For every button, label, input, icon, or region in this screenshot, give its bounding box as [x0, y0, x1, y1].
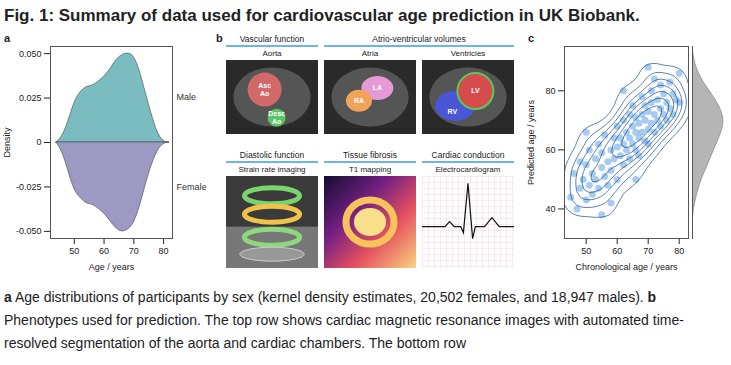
svg-text:70: 70	[643, 246, 653, 256]
svg-text:0.025: 0.025	[19, 93, 42, 103]
svg-text:LA: LA	[373, 84, 382, 91]
html-text:c: c	[528, 32, 535, 44]
svg-text:Male: Male	[177, 92, 197, 102]
svg-text:LV: LV	[471, 87, 480, 94]
svg-text:-0.050: -0.050	[16, 226, 42, 236]
svg-text:Density: Density	[2, 127, 12, 158]
svg-text:70: 70	[129, 246, 139, 256]
svg-text:0: 0	[36, 137, 41, 147]
svg-text:Atria: Atria	[362, 49, 379, 58]
svg-text:AscAo: AscAo	[258, 82, 271, 97]
svg-text:Vascular function: Vascular function	[240, 34, 305, 44]
svg-text:80: 80	[674, 246, 684, 256]
html-text:a Age distributions of partici: a Age distributions of participants by s…	[4, 289, 657, 305]
svg-text:60: 60	[545, 145, 555, 155]
html-text:Fig. 1: Summary of data used f: Fig. 1: Summary of data used for cardiov…	[4, 6, 640, 25]
html-text:a: a	[4, 32, 11, 44]
svg-text:Predicted age / years: Predicted age / years	[526, 99, 536, 185]
svg-text:60: 60	[612, 246, 622, 256]
svg-text:Diastolic function: Diastolic function	[240, 150, 305, 160]
svg-text:Ventricles: Ventricles	[451, 49, 486, 58]
svg-text:Age / years: Age / years	[89, 262, 135, 272]
svg-text:40: 40	[545, 204, 555, 214]
svg-text:-0.025: -0.025	[16, 182, 42, 192]
svg-text:Cardiac conduction: Cardiac conduction	[432, 150, 505, 160]
svg-text:Chronological age / years: Chronological age / years	[575, 262, 678, 272]
svg-text:T1 mapping: T1 mapping	[349, 165, 391, 174]
svg-text:Strain rate imaging: Strain rate imaging	[238, 165, 305, 174]
svg-text:RA: RA	[354, 97, 364, 104]
svg-text:50: 50	[69, 246, 79, 256]
svg-text:50: 50	[581, 246, 591, 256]
html-text:b: b	[216, 32, 223, 44]
svg-text:80: 80	[545, 86, 555, 96]
svg-text:Tissue fibrosis: Tissue fibrosis	[343, 150, 397, 160]
svg-text:DescAo: DescAo	[268, 110, 285, 125]
svg-text:Female: Female	[177, 182, 207, 192]
svg-text:60: 60	[99, 246, 109, 256]
svg-text:Aorta: Aorta	[262, 49, 282, 58]
svg-text:Electrocardiogram: Electrocardiogram	[436, 165, 501, 174]
svg-text:RV: RV	[448, 108, 458, 115]
svg-text:80: 80	[159, 246, 169, 256]
svg-text:0.050: 0.050	[19, 48, 42, 58]
html-text:Phenotypes used for prediction: Phenotypes used for prediction. The top …	[4, 312, 684, 351]
svg-text:Atrio-ventricular volumes: Atrio-ventricular volumes	[372, 34, 466, 44]
